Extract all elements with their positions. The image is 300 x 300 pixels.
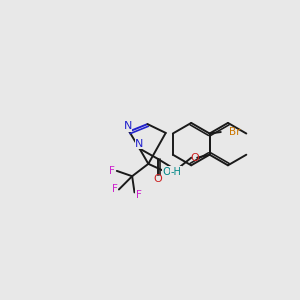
Text: Br: Br [229,127,241,137]
Text: N: N [124,121,132,131]
Text: O: O [153,174,162,184]
Text: F: F [112,184,117,194]
Text: O: O [190,153,199,163]
Text: -H: -H [171,167,182,177]
Text: O: O [163,167,171,177]
Text: F: F [109,166,115,176]
Text: F: F [136,190,142,200]
Text: N: N [135,139,144,148]
